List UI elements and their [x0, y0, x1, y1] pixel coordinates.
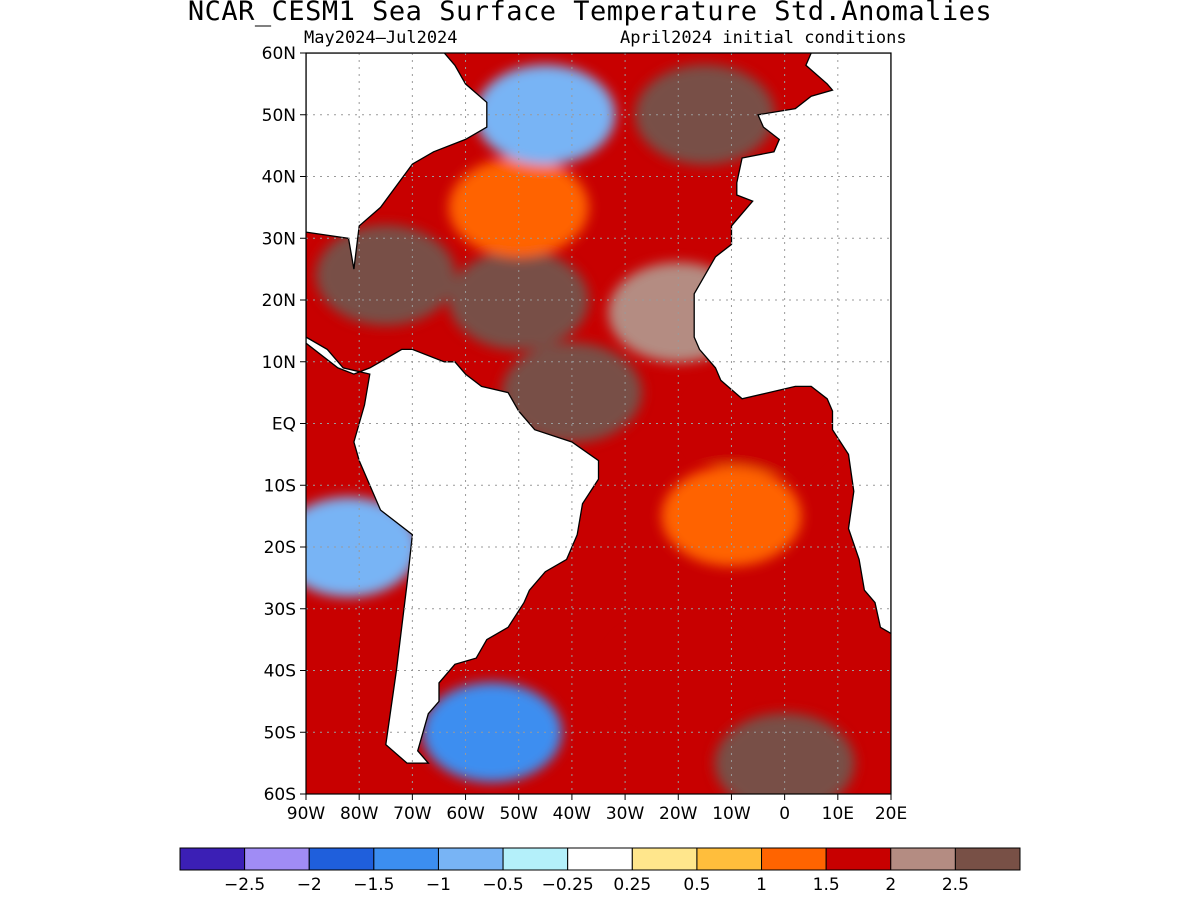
lat-tick-label: EQ — [272, 415, 296, 435]
lat-tick-label: 40S — [264, 662, 296, 682]
lat-tick-label: 50N — [262, 106, 296, 126]
lat-tick-label: 20S — [264, 538, 296, 558]
colorbar-label: 1 — [756, 875, 767, 895]
lon-tick-label: 20E — [875, 804, 907, 824]
anomaly-region — [315, 225, 456, 326]
lat-tick-label: 20N — [262, 291, 296, 311]
lon-tick-label: 10E — [822, 804, 854, 824]
lat-tick-label: 50S — [264, 723, 296, 743]
land-africa-europe — [693, 53, 891, 635]
colorbar-label: 0.25 — [613, 875, 651, 895]
grid-lines — [306, 53, 891, 794]
colorbar-swatch — [502, 847, 569, 871]
colorbar-label: −0.5 — [482, 875, 523, 895]
lon-tick-label: 10W — [712, 804, 751, 824]
lat-axis: 60N 50N 40N 30N 20N 10N EQ 10S 20S 30S 40S 50S 60S — [262, 44, 306, 805]
land-mask — [306, 53, 891, 764]
colorbar-swatch — [954, 847, 1021, 871]
lon-tick-label: 80W — [340, 804, 379, 824]
colorbar-swatch — [308, 847, 375, 871]
anomaly-region — [688, 373, 829, 474]
anomaly-region — [501, 342, 642, 443]
land-north-america — [306, 53, 488, 270]
colorbar-label: 0.5 — [683, 875, 710, 895]
colorbar-swatch — [567, 847, 633, 871]
lon-tick-label: 50W — [500, 804, 539, 824]
lon-tick-label: 70W — [393, 804, 432, 824]
initial-conditions: April2024 initial conditions — [620, 28, 907, 48]
colorbar-label: −2 — [297, 875, 322, 895]
lat-tick-label: 60N — [262, 44, 296, 64]
lat-tick-label: 10S — [264, 476, 296, 496]
forecast-period: May2024–Jul2024 — [304, 28, 458, 48]
lat-tick-label: 60S — [264, 785, 296, 805]
colorbar-label: 2 — [885, 875, 896, 895]
colorbar-swatch — [437, 847, 504, 871]
colorbar-label: 1.5 — [813, 875, 840, 895]
colorbar-label: −1.5 — [353, 875, 394, 895]
colorbar-label: 2.5 — [942, 875, 969, 895]
lon-tick-label: 60W — [446, 804, 485, 824]
colorbar: −2.5 −2 −1.5 −1 −0.5 −0.25 0.25 0.5 1 1.5 2 2.5 — [179, 847, 1021, 895]
colorbar-swatch — [244, 847, 310, 871]
lon-axis: 90W 80W 70W 60W 50W 40W 30W 20W 10W 0 10E 20E — [287, 794, 907, 824]
colorbar-label: −1 — [426, 875, 451, 895]
lon-tick-label: 90W — [287, 804, 326, 824]
anomaly-region — [422, 682, 563, 783]
colorbar-label: −2.5 — [224, 875, 265, 895]
chart-title: NCAR_CESM1 Sea Surface Temperature Std.A… — [187, 0, 993, 27]
anomaly-region — [634, 64, 775, 165]
colorbar-swatch — [373, 847, 439, 871]
colorbar-swatch — [696, 847, 763, 871]
lat-tick-label: 40N — [262, 168, 296, 188]
colorbar-swatch — [890, 847, 956, 871]
lat-tick-label: 30S — [264, 600, 296, 620]
colorbar-label: −0.25 — [542, 875, 594, 895]
colorbar-swatch — [179, 847, 246, 871]
lon-tick-label: 0 — [779, 804, 790, 824]
lat-tick-label: 10N — [262, 353, 296, 373]
colorbar-swatch — [631, 847, 698, 871]
lon-tick-label: 20W — [659, 804, 698, 824]
lat-tick-label: 30N — [262, 229, 296, 249]
lon-tick-label: 30W — [606, 804, 645, 824]
colorbar-swatch — [761, 847, 827, 871]
colorbar-swatch — [825, 847, 892, 871]
lon-tick-label: 40W — [553, 804, 592, 824]
